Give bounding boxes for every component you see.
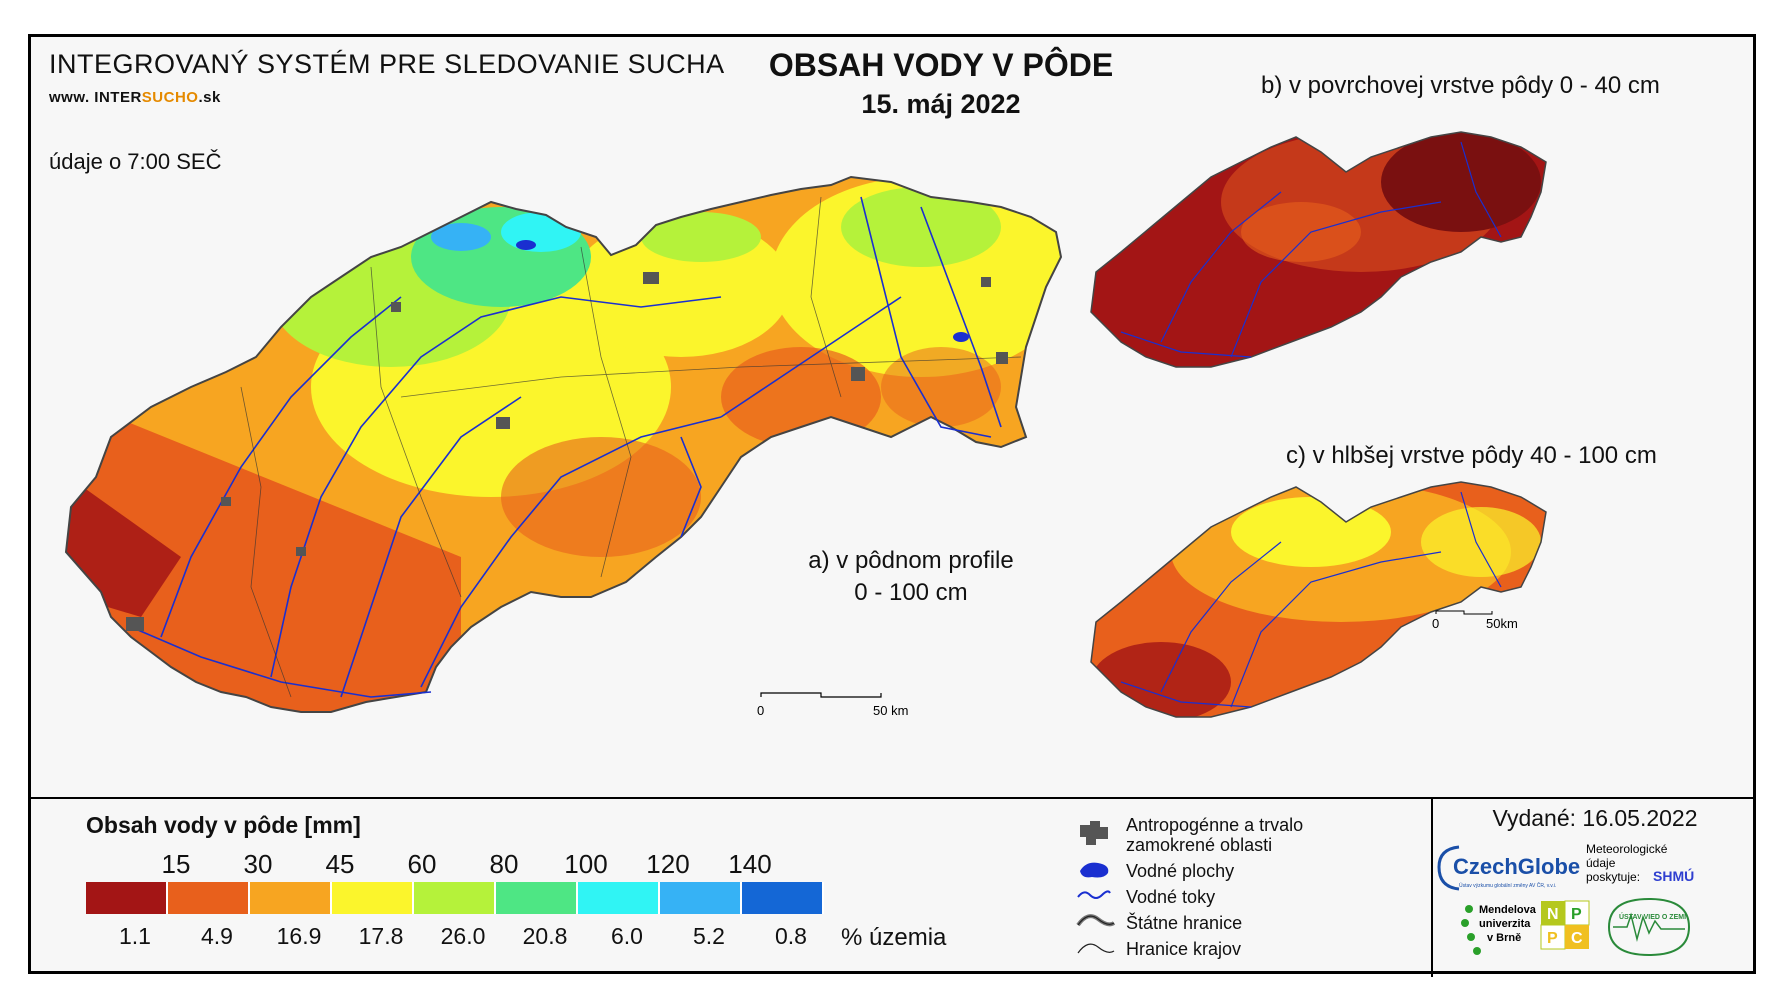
legend-percentage: 6.0 (611, 923, 643, 949)
time-note: údaje o 7:00 SEČ (49, 149, 222, 174)
system-title: INTEGROVANÝ SYSTÉM PRE SLEDOVANIE SUCHA (49, 49, 725, 79)
legend-threshold: 45 (325, 849, 355, 879)
map-c-label: c) v hlbšej vrstve pôdy 40 - 100 cm (1286, 442, 1657, 469)
issued-date: Vydané: 16.05.2022 (1492, 805, 1698, 831)
map-a-label-line2: 0 - 100 cm (854, 579, 968, 606)
legend-percentage: 0.8 (775, 923, 807, 949)
mendel-line2: univerzita (1479, 918, 1531, 930)
anthropogenic-areas-a (126, 272, 1008, 631)
legend-swatch (168, 882, 250, 914)
key-state-border: Štátne hranice (1126, 913, 1243, 933)
key-water-bodies: Vodné plochy (1126, 861, 1235, 881)
region-border-icon (1077, 943, 1115, 954)
legend-percentage: 5.2 (693, 923, 725, 949)
partner-logos-graphic: CzechGlobe Ústav výzkumu globální změny … (1437, 842, 1694, 957)
legend-threshold: 15 (161, 849, 191, 879)
svg-text:N: N (1547, 906, 1559, 923)
scale-main-zero: 0 (757, 703, 764, 718)
main-soil-water-map: 0 50 km (64, 175, 1063, 718)
legend-threshold: 140 (728, 849, 772, 879)
surface-layer-map (1090, 131, 1547, 368)
scale-small-end: 50km (1486, 616, 1518, 631)
water-bodies-a (516, 240, 969, 342)
svg-text:C: C (1571, 930, 1583, 947)
map-b-label: b) v povrchovej vrstve pôdy 0 - 40 cm (1261, 72, 1660, 99)
water-stream-icon (1077, 890, 1111, 899)
czechglobe-logo-mark (1437, 845, 1460, 891)
state-border-icon (1076, 914, 1116, 927)
ustav-logo: ÚSTAV VIED O ZEMI (1607, 897, 1691, 957)
key-anthropogenic: Antropogénne a trvalo zamokrené oblasti (1126, 815, 1303, 855)
partner-logos: CzechGlobe Ústav výzkumu globální změny … (1431, 837, 1759, 977)
legend-swatch (250, 882, 332, 914)
legend-swatch (660, 882, 742, 914)
legend-percentage: 26.0 (440, 923, 486, 949)
key-region-border: Hranice krajov (1126, 939, 1242, 959)
legend-title: Obsah vody v pôde [mm] (86, 812, 361, 838)
svg-text:P: P (1571, 906, 1582, 923)
legend-divider (31, 797, 1753, 799)
water-body-icon (1080, 862, 1109, 878)
mendel-logo-dots (1461, 905, 1481, 955)
scale-small-zero: 0 (1432, 616, 1439, 631)
legend-swatch (86, 882, 168, 914)
legend-threshold: 80 (489, 849, 519, 879)
mendel-line3: v Brně (1487, 932, 1521, 944)
nppc-logo: N P P C (1540, 900, 1590, 950)
legend-percentage: 17.8 (358, 923, 404, 949)
mendel-line1: Mendelova (1479, 904, 1537, 916)
scale-main-end: 50 km (873, 703, 908, 718)
scale-bar-small (1435, 610, 1493, 615)
rivers-a (130, 196, 1002, 698)
czechglobe-logo: CzechGlobe (1453, 854, 1580, 879)
legend-threshold: 30 (243, 849, 273, 879)
key-anthropogenic-line2: zamokrené oblasti (1126, 835, 1273, 855)
legend-threshold: 100 (564, 849, 608, 879)
legend-percentage: 4.9 (201, 923, 233, 949)
legend-swatch (578, 882, 660, 914)
map-a-label-line1: a) v pôdnom profile (808, 547, 1014, 574)
scale-bar-main (760, 692, 882, 698)
meteo-line2: údaje (1586, 856, 1616, 870)
website-suffix: .sk (198, 89, 221, 106)
state-border-a (64, 175, 1063, 713)
czechglobe-subtitle: Ústav výzkumu globální změny AV ČR, v.v.… (1459, 882, 1556, 889)
meteo-line3: poskytuje: (1586, 870, 1640, 884)
shmu-logo: SHMÚ (1653, 867, 1694, 884)
legend-percentage: 1.1 (119, 923, 151, 949)
legend-swatch (742, 882, 824, 914)
legend-unit: % územia (841, 924, 947, 951)
legend-percentage: 20.8 (522, 923, 568, 949)
main-title: OBSAH VODY V PÔDE (768, 47, 1114, 83)
anthropogenic-area-icon (1080, 821, 1108, 845)
key-anthropogenic-line1: Antropogénne a trvalo (1126, 815, 1304, 835)
legend-swatch (332, 882, 414, 914)
website-prefix: www. INTER (49, 89, 142, 106)
svg-text:P: P (1547, 930, 1558, 947)
website-link[interactable]: www. INTERSUCHO.sk (49, 89, 221, 106)
legend-percentage: 16.9 (276, 923, 322, 949)
svg-text:ÚSTAV VIED O ZEMI: ÚSTAV VIED O ZEMI (1619, 912, 1686, 921)
deep-layer-map: 0 50km (1090, 481, 1547, 718)
website-highlight: SUCHO (141, 89, 199, 106)
region-borders-a (240, 196, 1022, 698)
legend-swatch (496, 882, 578, 914)
legend-swatch (414, 882, 496, 914)
legend-threshold: 120 (646, 849, 690, 879)
footer-divider (1431, 797, 1433, 977)
legend-threshold: 60 (407, 849, 437, 879)
map-frame: INTEGROVANÝ SYSTÉM PRE SLEDOVANIE SUCHA … (28, 34, 1759, 977)
map-date: 15. máj 2022 (861, 89, 1021, 119)
key-water-streams: Vodné toky (1126, 887, 1216, 907)
meteo-line1: Meteorologické (1586, 842, 1668, 856)
